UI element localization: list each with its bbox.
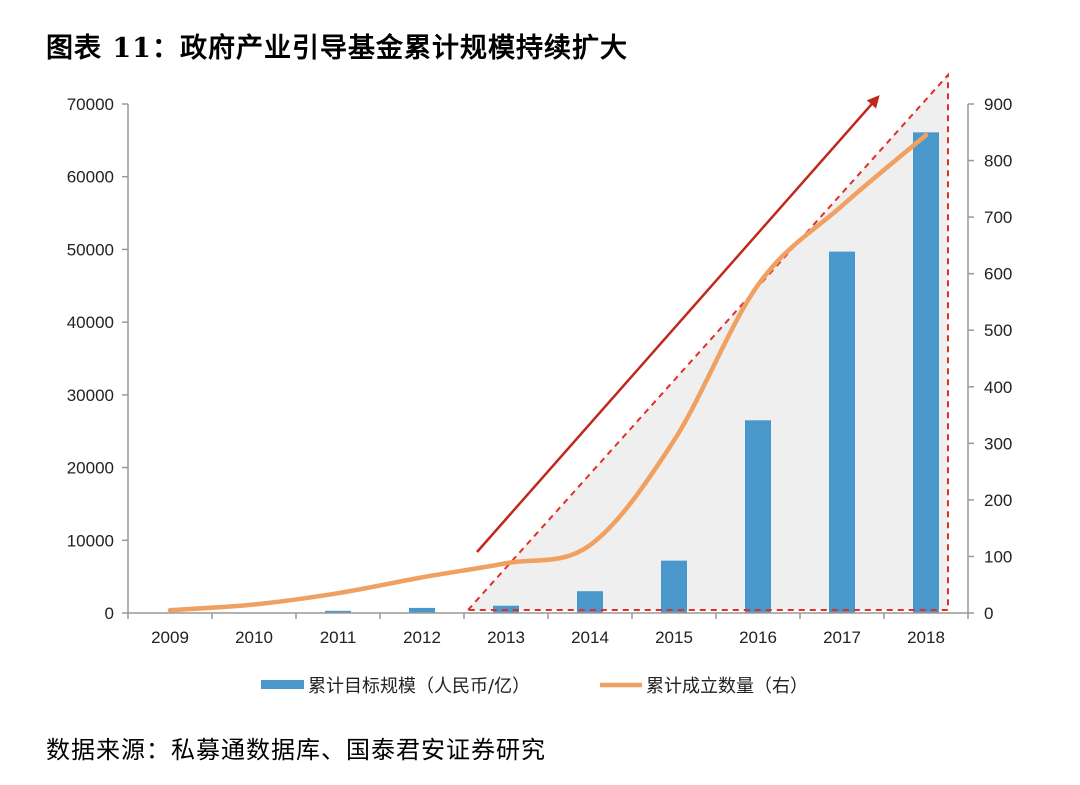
legend: 累计目标规模（人民币/亿） 累计成立数量（右） bbox=[261, 676, 808, 697]
line-series bbox=[167, 132, 929, 613]
bar-2016 bbox=[745, 420, 771, 613]
right-tick-label: 500 bbox=[984, 321, 1012, 340]
bar-2012 bbox=[409, 607, 435, 613]
right-tick-label: 600 bbox=[984, 265, 1012, 284]
right-tick-label: 200 bbox=[984, 491, 1012, 510]
x-tick-label: 2010 bbox=[235, 628, 273, 647]
x-tick-label: 2018 bbox=[907, 628, 945, 647]
x-tick-label: 2012 bbox=[403, 628, 441, 647]
x-tick-label: 2011 bbox=[320, 628, 357, 647]
legend-line-label: 累计成立数量（右） bbox=[646, 676, 808, 697]
x-axis-ticks: 2009 2010 2011 2012 2013 2014 2015 2016 2017 2018 bbox=[127, 613, 969, 647]
left-tick-label: 60000 bbox=[67, 168, 114, 187]
right-tick-label: 300 bbox=[984, 434, 1012, 453]
left-axis-ticks: 0 10000 20000 30000 40000 50000 60000 70000 bbox=[67, 95, 128, 623]
source-note: 数据来源：私募通数据库、国泰君安证券研究 bbox=[46, 736, 546, 764]
bar-2014 bbox=[577, 591, 603, 613]
x-tick-label: 2017 bbox=[823, 628, 861, 647]
right-tick-label: 400 bbox=[984, 378, 1012, 397]
right-tick-label: 800 bbox=[984, 152, 1012, 171]
bar-series bbox=[241, 132, 939, 614]
right-tick-label: 0 bbox=[984, 604, 993, 623]
legend-bar-swatch bbox=[261, 680, 304, 689]
bar-2017 bbox=[829, 251, 855, 614]
right-tick-label: 900 bbox=[984, 95, 1012, 114]
left-tick-label: 50000 bbox=[67, 240, 114, 259]
x-tick-label: 2013 bbox=[487, 628, 525, 647]
left-tick-label: 70000 bbox=[67, 95, 114, 114]
legend-bar-label: 累计目标规模（人民币/亿） bbox=[308, 676, 530, 697]
chart-title: 图表 11：政府产业引导基金累计规模持续扩大 bbox=[46, 33, 628, 64]
left-tick-label: 30000 bbox=[67, 386, 114, 405]
left-tick-label: 10000 bbox=[67, 531, 114, 550]
x-tick-label: 2014 bbox=[571, 628, 609, 647]
bar-2018 bbox=[913, 132, 939, 613]
right-axis-ticks: 0 100 200 300 400 500 600 700 800 900 bbox=[968, 95, 1012, 623]
x-tick-label: 2015 bbox=[655, 628, 693, 647]
left-tick-label: 20000 bbox=[67, 459, 114, 478]
right-tick-label: 100 bbox=[984, 547, 1012, 566]
right-tick-label: 700 bbox=[984, 208, 1012, 227]
trend-arrow bbox=[476, 95, 880, 553]
x-tick-label: 2016 bbox=[739, 628, 777, 647]
left-tick-label: 40000 bbox=[67, 313, 114, 332]
bar-2015 bbox=[661, 560, 687, 613]
bar-2011 bbox=[325, 610, 351, 613]
left-tick-label: 0 bbox=[105, 604, 114, 623]
x-tick-label: 2009 bbox=[151, 628, 189, 647]
